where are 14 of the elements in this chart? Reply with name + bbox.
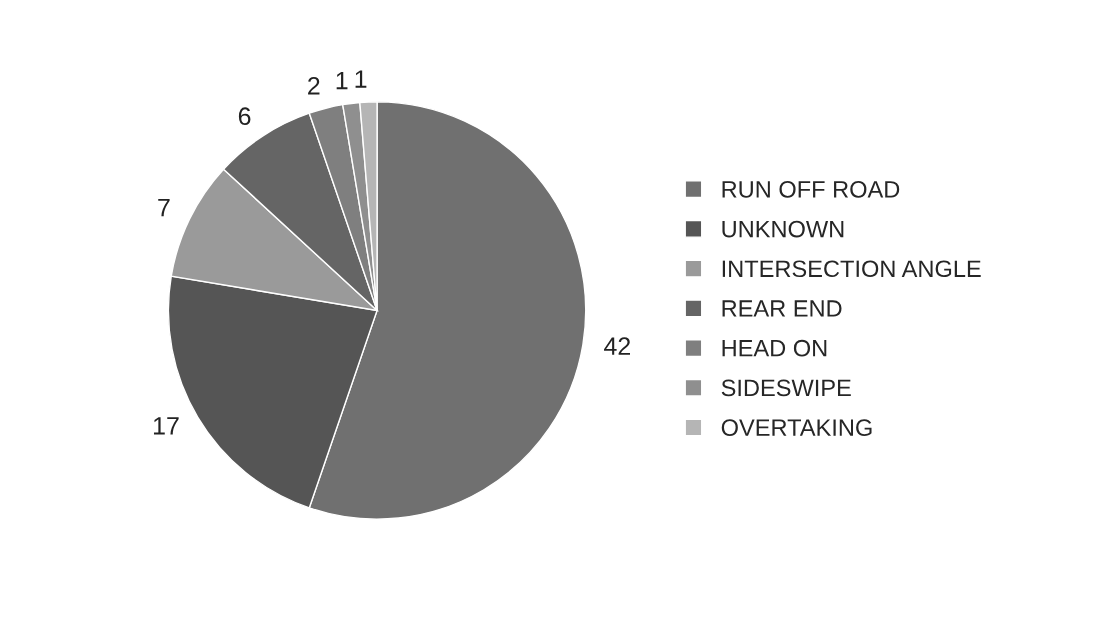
data-label: 1 (336, 72, 348, 90)
legend-label: HEAD ON (722, 339, 827, 357)
data-label: 7 (158, 198, 170, 217)
data-label: 1 (355, 70, 367, 88)
legend-label: REAR END (722, 300, 842, 317)
data-label: 6 (238, 107, 251, 126)
data-label: 17 (153, 417, 179, 435)
legend-label: RUN OFF ROAD (722, 180, 900, 198)
legend-label: UNKNOWN (722, 220, 844, 238)
legend-label: INTERSECTION ANGLE (722, 260, 981, 278)
legend-label: SIDESWIPE (721, 379, 851, 397)
data-label: 2 (308, 77, 320, 95)
legend-label: OVERTAKING (721, 419, 872, 436)
data-label: 42 (604, 337, 630, 355)
